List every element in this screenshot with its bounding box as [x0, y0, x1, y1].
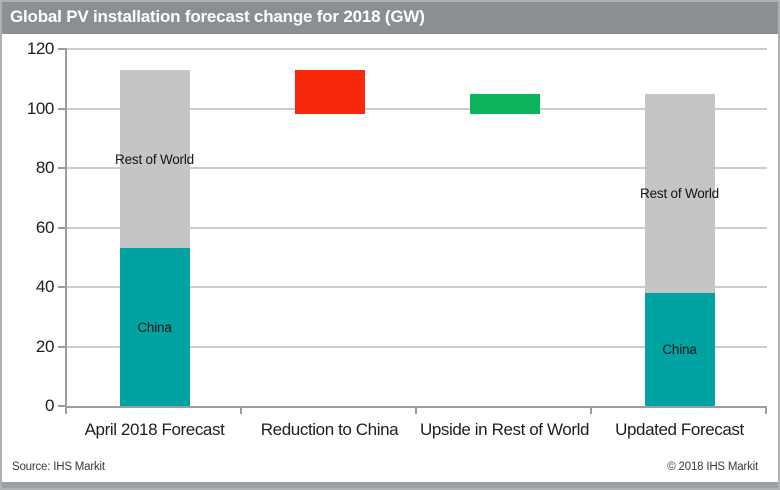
- bottom-strip: [2, 482, 778, 488]
- x-axis-tick: [415, 406, 417, 414]
- gridline: [67, 167, 767, 169]
- y-axis-tick-label: 120: [26, 39, 55, 58]
- bar-segment-label: Rest of World: [640, 185, 719, 201]
- chart-title: Global PV installation forecast change f…: [10, 7, 425, 26]
- y-axis-tick: [58, 345, 67, 348]
- y-axis-tick-label: 100: [26, 98, 55, 118]
- y-axis-tick-label: 40: [35, 277, 55, 296]
- bar-segment: Rest of World: [115, 69, 194, 249]
- x-category-label: Updated Forecast: [615, 420, 744, 439]
- y-axis-tick: [58, 226, 67, 229]
- x-axis-tick: [765, 406, 767, 414]
- gridline: [67, 286, 767, 288]
- bar-segment: [294, 69, 365, 115]
- bar-segment: Rest of World: [640, 93, 719, 293]
- y-axis-line: [65, 49, 67, 414]
- x-category-label: Upside in Rest of World: [419, 420, 590, 439]
- chart-title-bar: Global PV installation forecast change f…: [2, 2, 778, 34]
- gridline: [67, 345, 767, 348]
- copyright-label: © 2018 IHS Markit: [667, 461, 758, 473]
- source-label: Source: IHS Markit: [12, 461, 105, 473]
- y-axis-tick: [58, 167, 67, 169]
- bar-segment-label: China: [662, 341, 697, 357]
- y-axis-tick: [58, 286, 67, 288]
- y-axis-tick-label: 0: [44, 396, 54, 415]
- x-category-label: Reduction to China: [260, 420, 399, 439]
- x-axis-tick: [590, 406, 592, 414]
- bar-segment-label: Rest of World: [115, 151, 194, 167]
- gridline: [67, 107, 767, 110]
- bar-segment: [469, 93, 540, 115]
- gridline: [67, 226, 767, 229]
- y-axis-tick-label: 60: [35, 217, 55, 237]
- y-axis-tick: [58, 107, 67, 110]
- y-axis-tick-label: 80: [35, 158, 55, 177]
- bar-segment: China: [644, 292, 715, 406]
- y-axis-tick: [58, 405, 67, 407]
- x-category-label: April 2018 Forecast: [84, 420, 225, 439]
- bar-segment-label: China: [137, 319, 172, 335]
- y-axis-tick-label: 20: [35, 336, 55, 356]
- gridline: [67, 48, 767, 50]
- y-axis-tick: [58, 48, 67, 50]
- x-axis-tick: [240, 406, 242, 414]
- bar-segment: China: [119, 248, 190, 406]
